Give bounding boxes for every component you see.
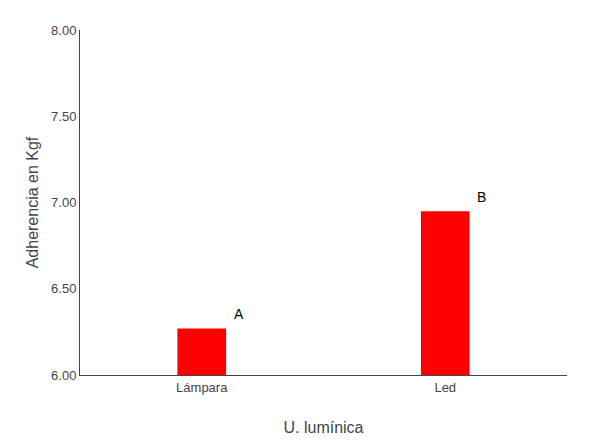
svg-text:7.50: 7.50 <box>51 109 76 124</box>
svg-text:Led: Led <box>434 380 456 395</box>
svg-text:Lámpara: Lámpara <box>176 380 228 395</box>
svg-text:7.00: 7.00 <box>51 195 76 210</box>
svg-text:U. lumínica: U. lumínica <box>283 419 363 436</box>
svg-text:6.50: 6.50 <box>51 281 76 296</box>
svg-text:8.00: 8.00 <box>51 23 76 38</box>
svg-text:6.00: 6.00 <box>51 368 76 383</box>
svg-text:Adherencia en Kgf: Adherencia en Kgf <box>24 136 41 268</box>
svg-text:B: B <box>477 189 486 205</box>
svg-text:A: A <box>234 306 244 322</box>
